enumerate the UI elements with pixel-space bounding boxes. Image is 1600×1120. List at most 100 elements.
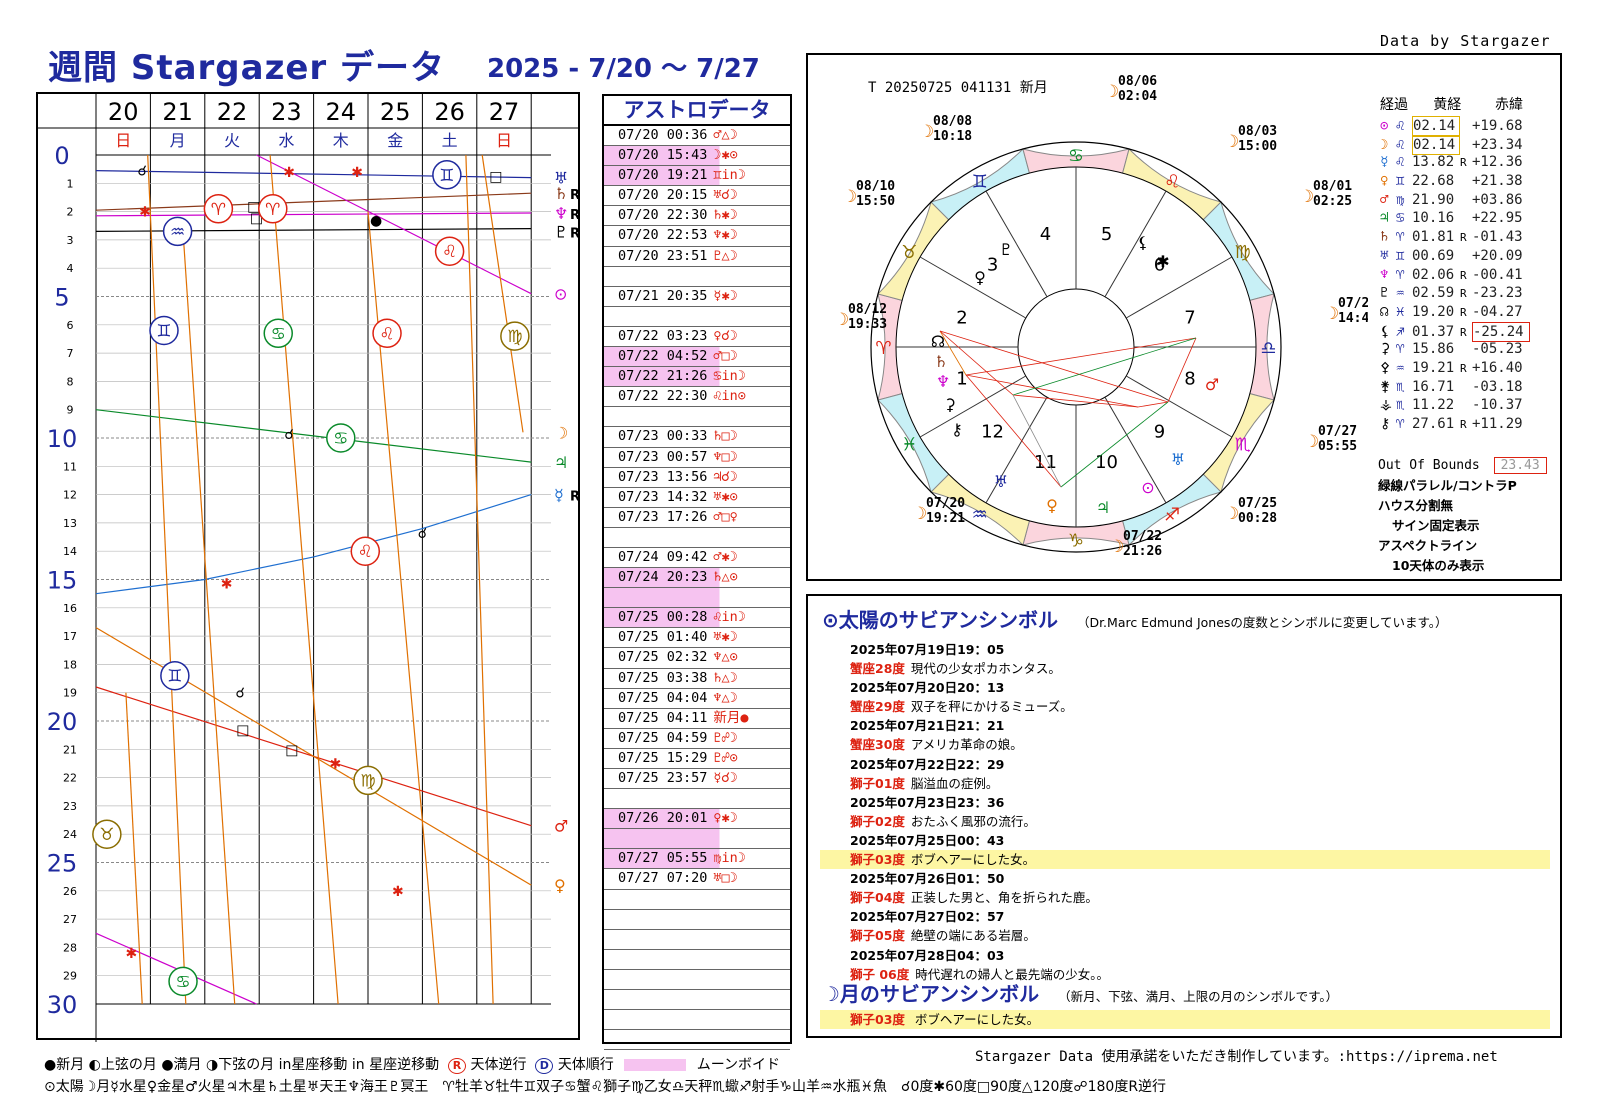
- degree-label: 29: [63, 970, 77, 983]
- astro-data-panel: アストロデータ 07/20 00:36 ♂△☽ 07/20 15:43 ☽✱⊙ 07/2…: [602, 94, 792, 1051]
- planet-sign: ♍: [1396, 191, 1405, 208]
- house-cusp: [1125, 256, 1233, 319]
- moon-icon: ☽: [1104, 82, 1119, 102]
- sabian-degree: 獅子 06度: [850, 966, 910, 982]
- planet-end-label: ♀: [554, 876, 566, 895]
- sabian-line: 蟹座29度 双子を秤にかけるミューズ。: [820, 697, 1550, 716]
- sabian-symbol-text: アメリカ革命の娘。: [910, 737, 1023, 753]
- planet-longitude: 02.59: [1412, 285, 1455, 302]
- astro-time: 07/24 09:42: [618, 548, 708, 565]
- sign-badge-glyph: ♋: [175, 972, 190, 992]
- oob-row: Out Of Bounds 23.43: [1378, 456, 1547, 476]
- legend-retro: 天体逆行: [470, 1057, 527, 1073]
- astro-row: 07/25 01:40 ♅✱☽: [604, 628, 790, 649]
- planet-declination: -23.23: [1472, 285, 1523, 302]
- sign-badge: [162, 216, 193, 247]
- planet-glyph: ⚸: [1137, 233, 1149, 252]
- astro-time: 07/20 23:51: [618, 247, 708, 264]
- astro-row: [604, 588, 790, 609]
- degree-label: 30: [47, 991, 78, 1019]
- moon-icon: ☽: [1299, 187, 1314, 207]
- planet-row: ⚷ ♈ 27.61 R +11.29: [1380, 415, 1530, 434]
- zodiac-sign-glyph: ♐: [1164, 505, 1180, 526]
- astro-row: [604, 990, 790, 1011]
- house-number: 12: [981, 421, 1004, 442]
- planet-glyph: ☊: [931, 332, 945, 351]
- planet-declination: +03.86: [1472, 191, 1523, 208]
- top-credit: Data by Stargazer: [1380, 32, 1551, 50]
- moon-date: 07/27: [1318, 424, 1357, 439]
- aspect-marker: ✱: [125, 946, 137, 962]
- moon-time: 05:55: [1318, 439, 1357, 454]
- legend-moon-phases: ●新月 ◐上弦の月 ●満月 ◑下弦の月 in星座移動 in 星座逆移動: [44, 1057, 440, 1073]
- degree-label: 10: [47, 425, 78, 453]
- planet-declination: +19.68: [1472, 118, 1523, 134]
- degree-label: 11: [63, 460, 77, 473]
- moon-time: 02:25: [1313, 194, 1352, 209]
- moon-icon: ☽: [834, 310, 849, 330]
- degree-label: 5: [54, 284, 69, 312]
- planet-longitude: 11.22: [1412, 397, 1455, 414]
- sign-badge: [372, 318, 402, 349]
- sabian-degree: 蟹座30度: [850, 737, 905, 753]
- oob-value: 23.43: [1493, 457, 1547, 474]
- sabian-degree: 蟹座28度: [850, 661, 905, 677]
- planet-symbol: ⚴: [1380, 359, 1391, 376]
- astro-aspect: ♇☍⊙: [713, 749, 738, 766]
- planet-declination: +22.95: [1472, 210, 1523, 227]
- planet-retro: R: [1460, 418, 1467, 431]
- degree-label: 21: [63, 743, 77, 756]
- planet-retro: R: [1460, 305, 1467, 319]
- retro-flag: R: [570, 208, 580, 223]
- astro-time: 07/25 00:28: [618, 609, 708, 626]
- astro-time: 07/22 03:23: [618, 327, 708, 344]
- aspect-marker: □: [236, 722, 249, 738]
- sign-badge: [149, 315, 179, 346]
- zodiac-sign-glyph: ♑: [1068, 531, 1084, 552]
- aspect-marker: ✱: [283, 165, 295, 181]
- sign-badge-glyph: ♌: [379, 324, 394, 344]
- sign-badge-glyph: ♊: [156, 321, 171, 341]
- astro-row: 07/23 13:56 ♃☌☽: [604, 468, 790, 488]
- sabian-moon-title-text: ☽月のサビアンシンボル: [822, 982, 1040, 1006]
- astro-aspect: ♇△☽: [713, 247, 738, 264]
- planet-end-label: ♃: [554, 453, 568, 472]
- sabian-sun-title-text: ⊙太陽のサビアンシンボル: [822, 608, 1058, 632]
- planet-glyph: ♅: [994, 472, 1008, 491]
- astro-row: 07/20 00:36 ♂△☽: [604, 126, 790, 147]
- astro-aspect: ♆□☽: [713, 448, 738, 465]
- moon-time: 10:18: [933, 129, 972, 144]
- planet-sign: ♓: [1396, 303, 1405, 320]
- sabian-line: 獅子04度 正装した男と、角を折られた鹿。: [820, 888, 1550, 907]
- planet-sign: ♌: [1396, 136, 1405, 153]
- transit-line: [95, 494, 532, 595]
- planet-row: ♀ ♊ 22.68 +21.38: [1380, 172, 1530, 191]
- moon-time: 00:28: [1238, 511, 1277, 526]
- planet-longitude: 16.71: [1412, 378, 1455, 395]
- planet-glyph: ♀: [974, 268, 986, 287]
- astro-aspect: ♊in☽: [713, 167, 746, 184]
- zodiac-sign-glyph: ♓: [901, 434, 917, 455]
- option-parallel: 緑線パラレル/コントラP: [1378, 478, 1517, 493]
- astro-row: 07/22 04:52 ♂□☽: [604, 347, 790, 368]
- sabian-degree: 獅子01度: [850, 775, 905, 791]
- horoscope-options: Out Of Bounds 23.43 緑線パラレル/コントラP ハウス分割無 …: [1378, 456, 1547, 576]
- astro-row: [604, 1030, 790, 1051]
- moon-date: 08/12: [848, 302, 887, 317]
- aspect-line: [1012, 337, 1197, 396]
- aspect-line: [939, 330, 1169, 403]
- astro-time: 07/20 00:36: [618, 127, 708, 143]
- planet-end-label: ☽: [554, 423, 568, 442]
- degree-label: 0: [54, 142, 69, 170]
- astro-aspect: ♍in☽: [713, 850, 746, 867]
- sabian-line: 2025年07月19日19：05: [850, 642, 1005, 657]
- house-cusp: [919, 256, 1027, 319]
- aspect-line: [1012, 394, 1062, 488]
- aspect-line: [1167, 337, 1197, 403]
- astro-aspect: ♅✱☽: [713, 629, 738, 646]
- sabian-line: 2025年07月23日23：36: [850, 794, 1005, 810]
- astro-time: 07/27 05:55: [618, 850, 708, 867]
- planet-retro: R: [1460, 268, 1467, 282]
- degree-label: 6: [67, 319, 74, 332]
- house-cusp: [1125, 375, 1233, 438]
